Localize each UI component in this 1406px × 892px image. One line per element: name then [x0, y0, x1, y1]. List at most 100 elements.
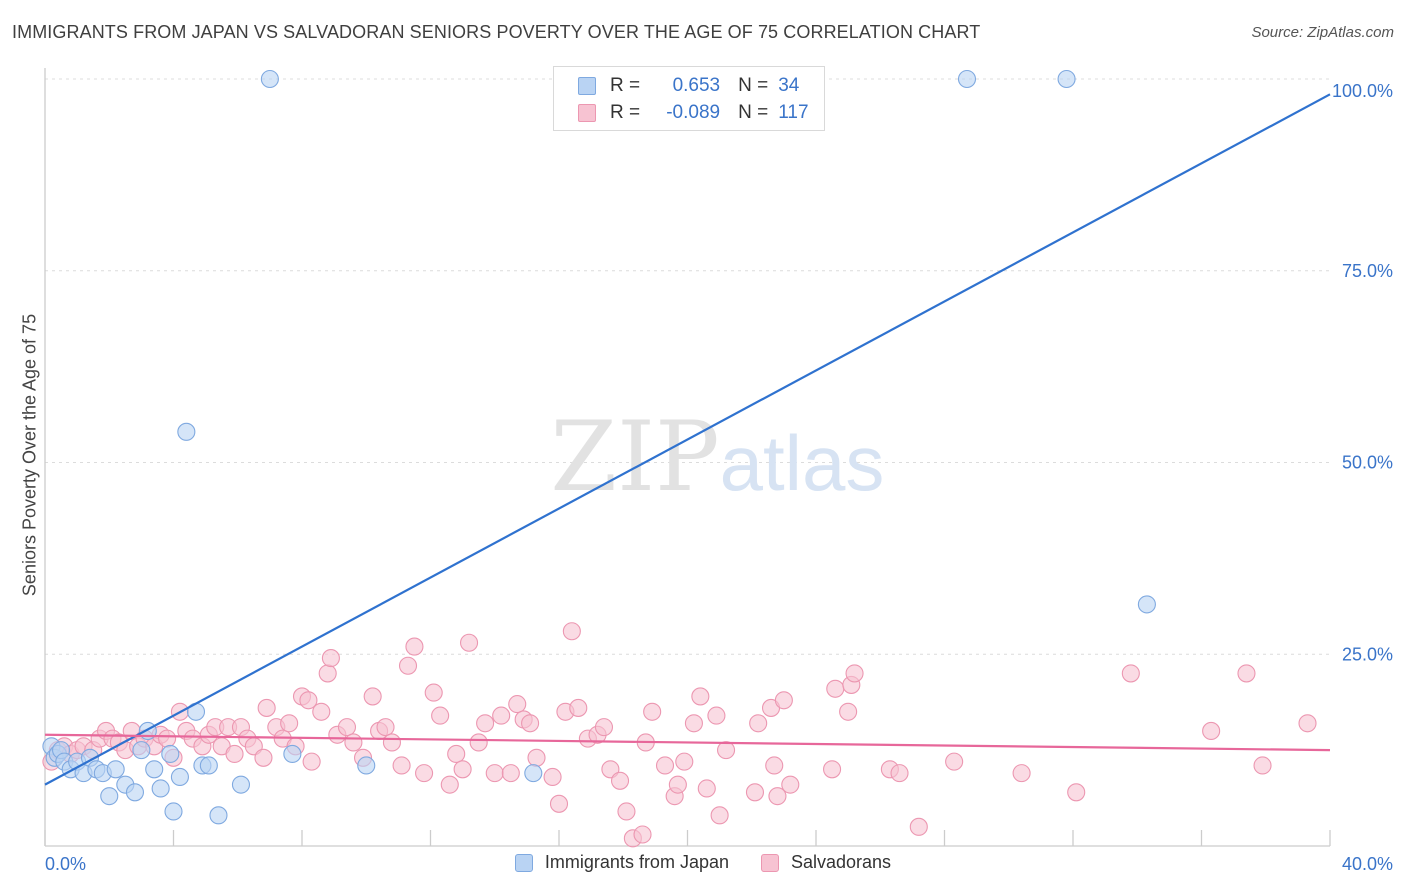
- data-point-salvadorans: [447, 744, 466, 764]
- data-point-salvadorans: [749, 714, 768, 733]
- data-point-japan: [132, 741, 151, 760]
- data-point-salvadorans: [376, 718, 395, 737]
- legend-item-salvadorans[interactable]: Salvadorans: [760, 852, 892, 873]
- data-point-salvadorans: [382, 733, 402, 752]
- data-point-salvadorans: [765, 756, 784, 775]
- data-point-salvadorans: [337, 718, 357, 737]
- legend-row-japan: R = 0.653 N = 34: [578, 74, 799, 98]
- data-point-salvadorans: [549, 794, 569, 813]
- data-point-salvadorans: [521, 714, 540, 733]
- y-tick-label: 50.0%: [1342, 453, 1393, 473]
- data-point-salvadorans: [594, 718, 614, 737]
- data-point-salvadorans: [543, 767, 562, 787]
- data-point-japan: [161, 744, 180, 764]
- stats-legend: R = 0.653 N = 34 R = -0.089 N = 117: [553, 66, 825, 131]
- data-point-japan: [1137, 595, 1156, 614]
- grid-lines: [45, 78, 1330, 655]
- data-point-salvadorans: [675, 752, 694, 771]
- data-point-salvadorans: [415, 764, 434, 783]
- data-point-japan: [145, 760, 164, 779]
- data-point-salvadorans: [318, 664, 337, 683]
- data-point-salvadorans: [562, 622, 581, 641]
- data-point-salvadorans: [716, 741, 736, 760]
- data-point-japan: [524, 764, 543, 783]
- watermark-atlas: atlas: [720, 419, 885, 507]
- data-point-japan: [357, 756, 376, 775]
- data-point-salvadorans: [684, 714, 703, 733]
- data-point-salvadorans: [392, 756, 411, 775]
- data-point-salvadorans: [655, 756, 675, 775]
- data-point-japan: [199, 756, 218, 775]
- data-point-salvadorans: [321, 649, 340, 668]
- data-point-salvadorans: [617, 802, 636, 821]
- x-tick-label: 40.0%: [1342, 854, 1393, 874]
- source-label: Source: ZipAtlas.com: [1251, 24, 1394, 41]
- data-point-salvadorans: [774, 691, 793, 710]
- data-point-salvadorans: [697, 779, 716, 798]
- data-point-salvadorans: [668, 775, 687, 794]
- data-point-salvadorans: [440, 775, 459, 794]
- data-point-salvadorans: [254, 748, 273, 767]
- data-point-salvadorans: [225, 744, 244, 764]
- data-point-japan: [1057, 69, 1076, 89]
- legend-label-salvadorans: Salvadorans: [790, 852, 892, 872]
- data-point-salvadorans: [424, 683, 443, 702]
- data-point-salvadorans: [1067, 783, 1086, 802]
- data-point-salvadorans: [1298, 714, 1317, 733]
- legend-swatch-blue: [578, 77, 596, 95]
- data-point-salvadorans: [1253, 756, 1272, 775]
- legend-label-japan: Immigrants from Japan: [544, 852, 729, 872]
- data-point-salvadorans: [405, 637, 424, 656]
- data-point-salvadorans: [1202, 721, 1221, 741]
- data-point-salvadorans: [691, 687, 710, 706]
- legend-n-value-salvadorans: 117: [778, 102, 809, 123]
- data-point-salvadorans: [745, 783, 765, 802]
- trend-lines: [44, 93, 1331, 786]
- legend-n-label: N =: [738, 75, 769, 96]
- data-point-salvadorans: [890, 764, 909, 783]
- axes: [44, 68, 1331, 847]
- data-point-salvadorans: [839, 702, 858, 721]
- data-point-salvadorans: [610, 771, 630, 790]
- data-point-salvadorans: [826, 679, 845, 698]
- legend-n-value-japan: 34: [778, 75, 800, 96]
- legend-r-label: R =: [610, 102, 641, 123]
- data-point-salvadorans: [485, 764, 504, 783]
- data-point-salvadorans: [257, 698, 276, 717]
- data-point-salvadorans: [569, 698, 588, 717]
- watermark: ZIP atlas: [550, 401, 884, 513]
- data-point-salvadorans: [633, 825, 652, 844]
- y-tick-label: 100.0%: [1332, 81, 1393, 101]
- y-tick-label: 25.0%: [1342, 644, 1393, 664]
- data-point-japan: [177, 422, 196, 441]
- x-tick-label: 0.0%: [45, 854, 86, 874]
- data-point-salvadorans: [643, 702, 662, 721]
- legend-swatch-salvadorans: [760, 853, 779, 872]
- data-point-salvadorans: [710, 806, 729, 825]
- data-point-japan: [209, 806, 228, 825]
- data-point-japan: [151, 779, 170, 798]
- data-point-salvadorans: [1237, 664, 1256, 683]
- data-point-salvadorans: [431, 706, 450, 725]
- data-point-salvadorans: [768, 787, 787, 806]
- data-point-salvadorans: [344, 733, 363, 752]
- legend-swatch-japan: [514, 853, 533, 872]
- data-point-salvadorans: [459, 633, 479, 652]
- data-point-salvadorans: [845, 664, 864, 683]
- watermark-zip: ZIP: [550, 401, 719, 513]
- data-point-japan: [164, 802, 183, 821]
- data-point-salvadorans: [1121, 664, 1140, 683]
- data-point-salvadorans: [312, 702, 331, 721]
- data-point-salvadorans: [280, 714, 299, 733]
- data-point-salvadorans: [469, 733, 488, 752]
- data-point-salvadorans: [158, 729, 177, 748]
- data-point-japan: [957, 69, 977, 89]
- data-point-salvadorans: [707, 706, 726, 725]
- legend-item-japan[interactable]: Immigrants from Japan: [514, 852, 729, 873]
- legend-swatch-pink: [578, 104, 596, 122]
- data-point-salvadorans: [781, 775, 800, 794]
- japan-points: [42, 69, 1156, 825]
- data-point-japan: [170, 767, 189, 787]
- legend-r-label: R =: [610, 75, 641, 96]
